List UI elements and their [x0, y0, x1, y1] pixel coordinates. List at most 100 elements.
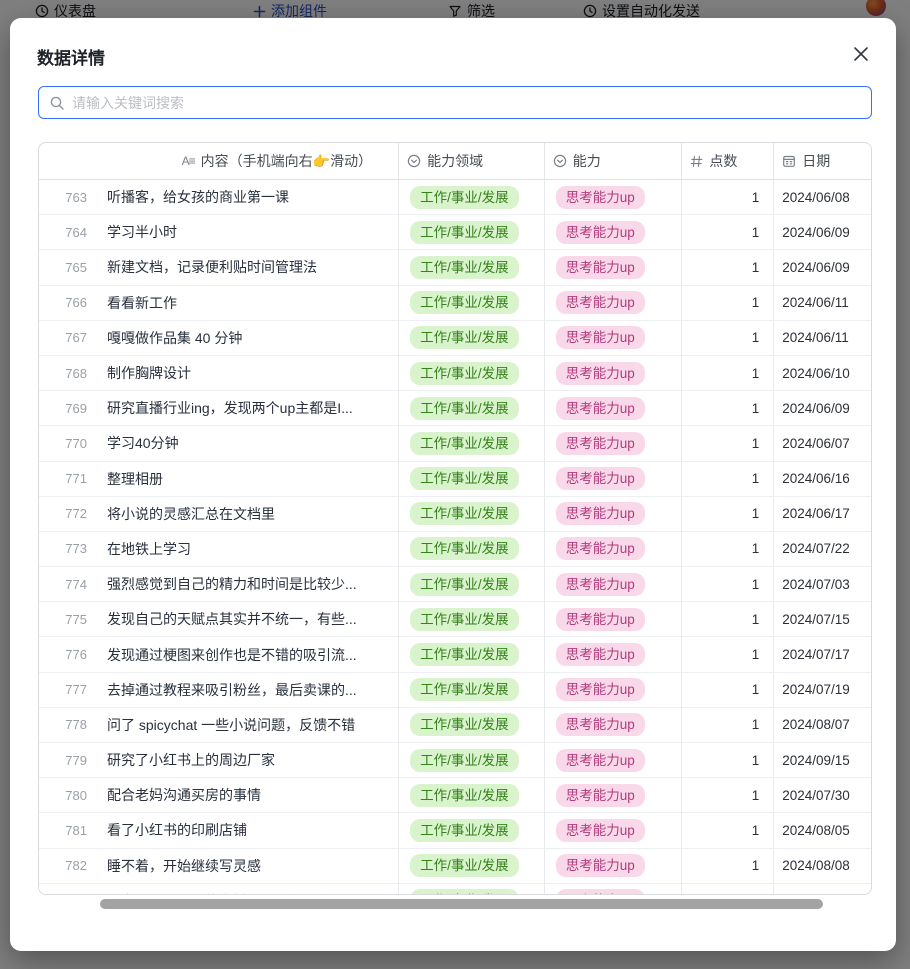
column-header-points[interactable]: 点数	[682, 143, 775, 179]
ability-cell: 思考能力up	[545, 355, 683, 391]
table-row[interactable]: 767 嘎嘎做作品集 40 分钟 工作/事业/发展 思考能力up 1 2024/…	[39, 320, 871, 356]
number-icon	[691, 155, 703, 167]
field-badge: 工作/事业/发展	[410, 537, 519, 561]
ability-badge: 思考能力up	[555, 713, 645, 737]
date-cell: 2024/07/17	[782, 647, 850, 663]
ability-badge: 思考能力up	[555, 255, 645, 279]
ability-badge: 思考能力up	[555, 220, 645, 244]
field-badge: 工作/事业/发展	[410, 255, 519, 279]
content-cell: 771 整理相册	[39, 461, 400, 496]
field-cell: 工作/事业/发展	[399, 180, 545, 215]
field-cell: 工作/事业/发展	[399, 567, 545, 602]
date-cell: 2024/06/09	[782, 400, 850, 416]
points-cell: 1	[682, 883, 775, 894]
ability-badge: 思考能力up	[555, 502, 645, 526]
field-cell: 工作/事业/发展	[399, 602, 545, 637]
points-cell: 1	[682, 215, 775, 250]
ability-cell: 思考能力up	[545, 813, 683, 848]
date-cell: 2024/07/19	[782, 682, 850, 698]
table-row[interactable]: 780 配合老妈沟通买房的事情 工作/事业/发展 思考能力up 1 2024/0…	[39, 778, 871, 814]
ability-badge: 思考能力up	[555, 748, 645, 772]
table-row[interactable]: 782 睡不着，开始继续写灵感 工作/事业/发展 思考能力up 1 2024/0…	[39, 848, 871, 884]
field-badge: 工作/事业/发展	[410, 220, 519, 244]
table-row[interactable]: 776 发现通过梗图来创作也是不错的吸引流... 工作/事业/发展 思考能力up…	[39, 637, 871, 673]
ability-cell: 思考能力up	[545, 426, 683, 461]
points-cell: 1	[682, 602, 775, 637]
date-cell: 2024/06/09	[782, 259, 850, 275]
table-row[interactable]: 763 听播客，给女孩的商业第一课 工作/事业/发展 思考能力up 1 2024…	[39, 180, 871, 216]
search-box[interactable]	[38, 86, 872, 119]
table-row[interactable]: 771 整理相册 工作/事业/发展 思考能力up 1 2024/06/16	[39, 461, 871, 497]
content-cell: 766 看看新工作	[39, 285, 400, 320]
date-cell: 2024/07/22	[782, 541, 850, 557]
field-cell: 工作/事业/发展	[399, 672, 545, 707]
column-header-content[interactable]: A≡ 内容（手机端向右👉滑动）	[39, 143, 400, 179]
field-cell: 工作/事业/发展	[399, 778, 545, 813]
table-row[interactable]: 765 新建文档，记录便利贴时间管理法 工作/事业/发展 思考能力up 1 20…	[39, 250, 871, 286]
field-badge: 工作/事业/发展	[410, 467, 519, 491]
points-cell: 1	[682, 813, 775, 848]
row-number: 783	[39, 893, 107, 894]
row-number: 773	[65, 541, 87, 557]
table-row[interactable]: 774 强烈感觉到自己的精力和时间是比较少... 工作/事业/发展 思考能力up…	[39, 567, 871, 603]
table-row[interactable]: 769 研究直播行业ing，发现两个up主都是I... 工作/事业/发展 思考能…	[39, 391, 871, 427]
table-row[interactable]: 783 研究一下爱给网的素材，思考怎么自己... 工作/事业/发展 思考能力up…	[39, 883, 871, 894]
select-icon	[553, 154, 566, 168]
row-content-text: 睡不着，开始继续写灵感	[107, 857, 261, 874]
table-row[interactable]: 772 将小说的灵感汇总在文档里 工作/事业/发展 思考能力up 1 2024/…	[39, 496, 871, 532]
horizontal-scrollbar-thumb[interactable]	[100, 899, 823, 909]
field-cell: 工作/事业/发展	[399, 883, 545, 894]
ability-cell: 思考能力up	[545, 391, 683, 426]
date-cell: 2024/08/08	[782, 858, 850, 874]
ability-cell: 思考能力up	[545, 672, 683, 707]
table-row[interactable]: 773 在地铁上学习 工作/事业/发展 思考能力up 1 2024/07/22	[39, 531, 871, 568]
column-header-ability[interactable]: 能力	[545, 143, 683, 179]
table-row[interactable]: 777 去掉通过教程来吸引粉丝，最后卖课的... 工作/事业/发展 思考能力up…	[39, 672, 871, 708]
table-row[interactable]: 764 学习半小时 工作/事业/发展 思考能力up 1 2024/06/09	[39, 215, 871, 251]
content-cell: 768 制作胸牌设计	[39, 355, 400, 391]
points-cell: 1	[682, 743, 775, 778]
ability-cell: 思考能力up	[545, 637, 683, 672]
row-content-text: 整理相册	[107, 470, 163, 487]
row-number: 771	[65, 471, 87, 487]
search-input[interactable]	[72, 94, 861, 111]
date-cell: 2024/06/08	[782, 189, 850, 205]
row-number: 775	[65, 611, 87, 627]
table-row[interactable]: 779 研究了小红书上的周边厂家 工作/事业/发展 思考能力up 1 2024/…	[39, 743, 871, 779]
column-header-date[interactable]: 日期	[774, 143, 871, 179]
ability-badge: 思考能力up	[555, 537, 645, 561]
date-cell: 2024/06/17	[782, 506, 850, 522]
content-cell: 772 将小说的灵感汇总在文档里	[39, 496, 400, 531]
ability-cell: 思考能力up	[545, 215, 683, 250]
row-number: 779	[65, 752, 87, 768]
table-row[interactable]: 775 发现自己的天赋点其实并不统一，有些... 工作/事业/发展 思考能力up…	[39, 602, 871, 638]
field-badge: 工作/事业/发展	[410, 713, 519, 737]
row-content-text: 将小说的灵感汇总在文档里	[107, 505, 275, 522]
field-cell: 工作/事业/发展	[399, 320, 545, 355]
table-row[interactable]: 770 学习40分钟 工作/事业/发展 思考能力up 1 2024/06/07	[39, 426, 871, 462]
ability-cell: 思考能力up	[545, 180, 683, 215]
column-header-field[interactable]: 能力领域	[399, 143, 545, 179]
row-content-text: 新建文档，记录便利贴时间管理法	[107, 259, 317, 276]
table-row[interactable]: 778 问了 spicychat 一些小说问题，反馈不错 工作/事业/发展 思考…	[39, 707, 871, 743]
content-cell: 777 去掉通过教程来吸引粉丝，最后卖课的...	[39, 672, 400, 707]
row-content-text: 研究了小红书上的周边厂家	[107, 752, 275, 769]
table-row[interactable]: 781 看了小红书的印刷店铺 工作/事业/发展 思考能力up 1 2024/08…	[39, 813, 871, 849]
field-cell: 工作/事业/发展	[399, 250, 545, 285]
date-cell: 2024/07/15	[782, 611, 850, 627]
points-cell: 1	[682, 355, 775, 391]
content-cell: 782 睡不着，开始继续写灵感	[39, 848, 400, 883]
ability-cell: 思考能力up	[545, 285, 683, 320]
ability-cell: 思考能力up	[545, 883, 683, 894]
text-field-icon: A≡	[181, 154, 196, 168]
close-button[interactable]	[851, 44, 871, 64]
date-cell: 2024/09/15	[782, 752, 850, 768]
table-row[interactable]: 766 看看新工作 工作/事业/发展 思考能力up 1 2024/06/11	[39, 285, 871, 321]
table-row[interactable]: 768 制作胸牌设计 工作/事业/发展 思考能力up 1 2024/06/10	[39, 355, 871, 392]
modal-title: 数据详情	[37, 49, 105, 68]
column-header-field-label: 能力领域	[427, 153, 484, 169]
ability-badge: 思考能力up	[555, 185, 645, 209]
content-cell: 773 在地铁上学习	[39, 531, 400, 567]
row-content-text: 在地铁上学习	[107, 540, 191, 557]
close-icon	[854, 47, 868, 61]
